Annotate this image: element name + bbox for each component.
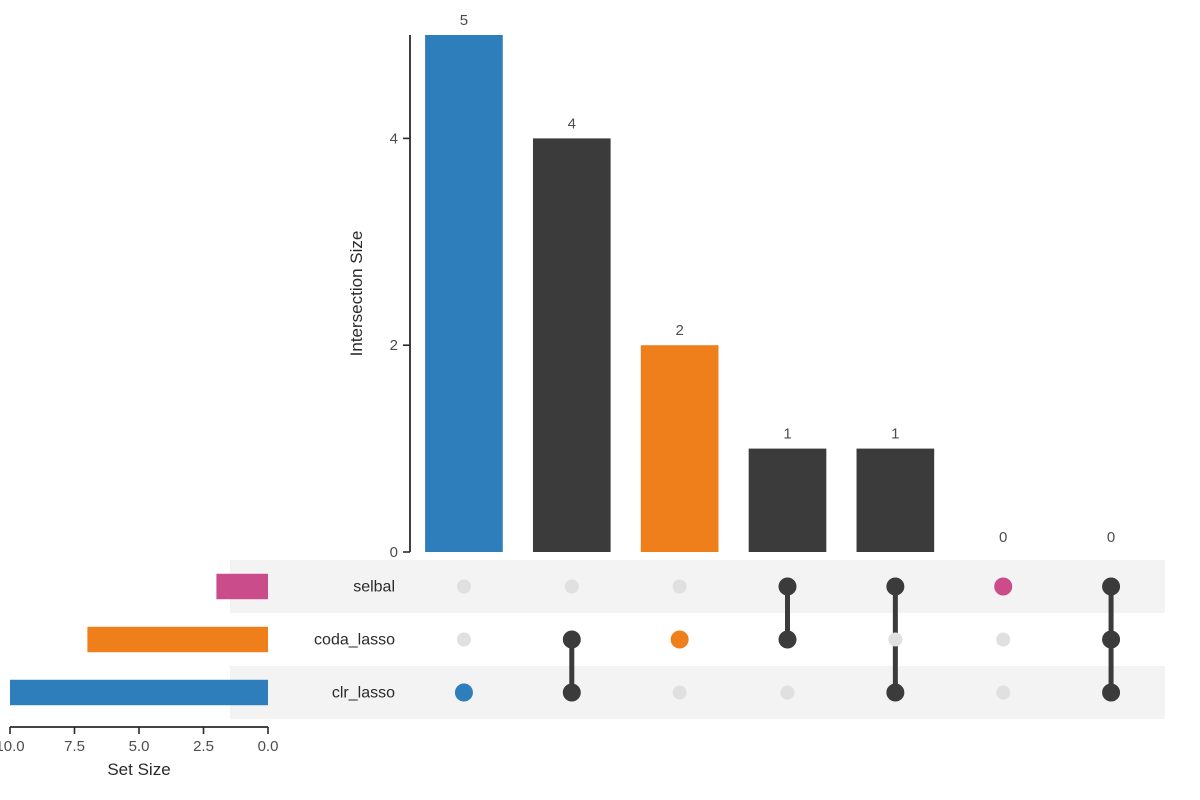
matrix-dot-inactive [457, 580, 471, 594]
intersection-ytick: 0 [390, 544, 398, 561]
matrix-dot-active [779, 578, 797, 596]
upset-plot: 0 2 4 Intersection Size 5 4 2 1 1 0 0 selbal coda_la… [0, 0, 1200, 800]
setsize-bar [10, 680, 268, 705]
matrix-dot-active [1102, 578, 1120, 596]
matrix-dot-active [671, 631, 689, 649]
intersection-bar-value: 4 [568, 115, 576, 132]
matrix-dot-inactive [996, 686, 1010, 700]
setsize-xtick: 0.0 [258, 738, 279, 755]
intersection-bar [425, 35, 503, 552]
matrix-dot-inactive [673, 580, 687, 594]
intersection-bar-value: 0 [1107, 529, 1115, 546]
intersection-bar [749, 449, 827, 552]
setsize-bar [87, 627, 268, 652]
matrix-dot-active [563, 684, 581, 702]
intersection-bar-value: 2 [675, 322, 683, 339]
matrix-dot-active [1102, 631, 1120, 649]
intersection-bar-chart: 0 2 4 Intersection Size 5 4 2 1 1 0 0 [347, 12, 1115, 561]
setsize-bar [216, 574, 268, 599]
intersection-y-axis-title: Intersection Size [347, 231, 366, 357]
matrix-dot-inactive [888, 633, 902, 647]
intersection-bar-value: 1 [783, 426, 791, 443]
matrix-dot-inactive [457, 633, 471, 647]
matrix-dot-inactive [781, 686, 795, 700]
intersection-ytick: 4 [390, 130, 398, 147]
setsize-xtick: 7.5 [64, 738, 85, 755]
matrix-dot-active [779, 631, 797, 649]
intersection-bar [641, 345, 719, 552]
setsize-xtick: 2.5 [193, 738, 214, 755]
intersection-bar [857, 449, 935, 552]
setsize-xtick: 10.0 [0, 738, 25, 755]
setsize-xtick: 5.0 [129, 738, 150, 755]
set-row-label: selbal [353, 579, 395, 596]
matrix-dot-inactive [565, 580, 579, 594]
intersection-matrix: selbal coda_lasso clr_lasso [230, 560, 1165, 719]
matrix-dot-active [455, 684, 473, 702]
intersection-ytick: 2 [390, 337, 398, 354]
matrix-dot-inactive [996, 633, 1010, 647]
matrix-dot-active [1102, 684, 1120, 702]
matrix-dot-active [563, 631, 581, 649]
intersection-bar [533, 138, 611, 552]
set-row-label: coda_lasso [314, 632, 395, 649]
set-row-label: clr_lasso [332, 685, 395, 702]
matrix-dot-active [994, 578, 1012, 596]
intersection-bar-value: 5 [460, 12, 468, 29]
setsize-x-axis-title: Set Size [107, 760, 170, 779]
intersection-bar-value: 1 [891, 426, 899, 443]
matrix-dot-active [886, 578, 904, 596]
intersection-bar-value: 0 [999, 529, 1007, 546]
matrix-dot-active [886, 684, 904, 702]
matrix-dot-inactive [673, 686, 687, 700]
